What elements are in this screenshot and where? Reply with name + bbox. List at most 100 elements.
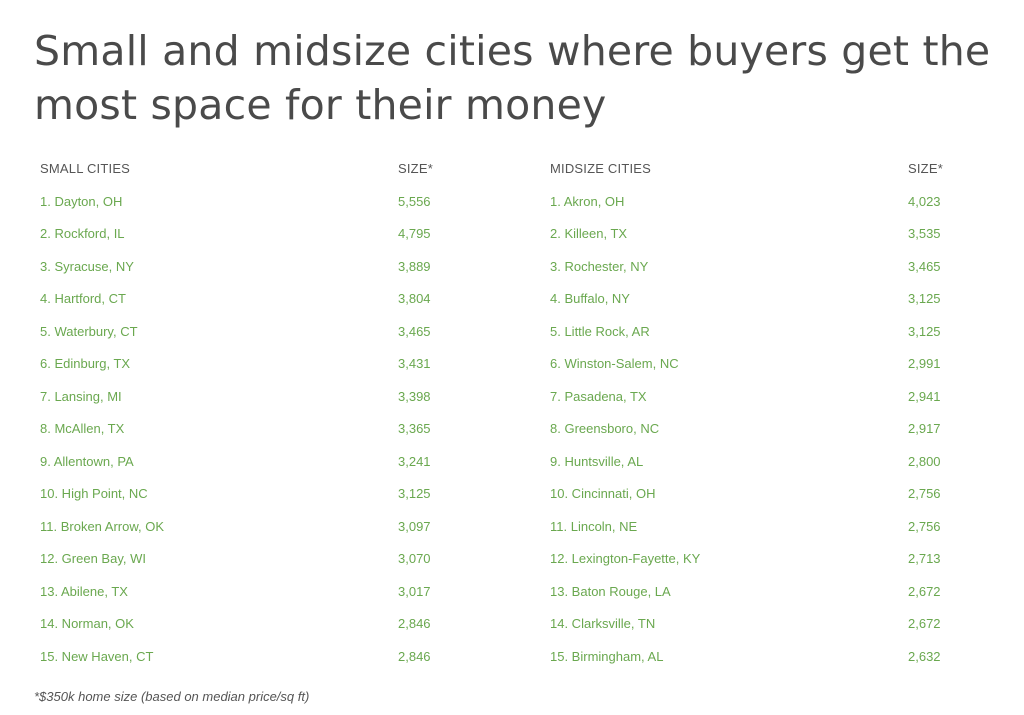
- table-row: 3. Rochester, NY 3,465: [550, 251, 950, 284]
- home-size-value: 2,756: [908, 518, 941, 534]
- home-size-value: 3,535: [908, 226, 941, 241]
- page-title: Small and midsize cities where buyers ge…: [34, 27, 991, 129]
- city-name: 4. Hartford, CT: [40, 291, 126, 306]
- city-name: 2. Rockford, IL: [40, 226, 125, 241]
- home-size-value: 2,991: [908, 356, 941, 371]
- home-size-value: 3,431: [398, 356, 431, 371]
- city-name: 15. Birmingham, AL: [550, 648, 664, 664]
- home-size-value: 2,672: [908, 616, 941, 631]
- city-name: 7. Pasadena, TX: [550, 388, 647, 404]
- home-size-value: 3,125: [398, 486, 431, 501]
- table-row: 6. Edinburg, TX 3,431: [40, 348, 440, 381]
- table-row: 15. Birmingham, AL 2,632: [550, 641, 950, 674]
- table-row: 7. Lansing, MI 3,398: [40, 381, 440, 414]
- city-name: 3. Rochester, NY: [550, 258, 649, 274]
- city-name: 5. Waterbury, CT: [40, 323, 138, 339]
- table-row: 14. Norman, OK 2,846: [40, 608, 440, 641]
- home-size-value: 3,365: [398, 421, 431, 436]
- city-name: 13. Baton Rouge, LA: [550, 583, 671, 599]
- home-size-value: 2,632: [908, 648, 941, 664]
- table-row: 14. Clarksville, TN 2,672: [550, 608, 950, 641]
- table-row: 5. Little Rock, AR 3,125: [550, 316, 950, 349]
- table-row: 4. Hartford, CT 3,804: [40, 283, 440, 316]
- city-name: 6. Winston-Salem, NC: [550, 356, 679, 371]
- table-row: 9. Huntsville, AL 2,800: [550, 446, 950, 479]
- table-row: 10. High Point, NC 3,125: [40, 478, 440, 511]
- city-name: 8. McAllen, TX: [40, 421, 125, 436]
- city-name: 11. Lincoln, NE: [550, 518, 638, 534]
- city-name: 9. Allentown, PA: [40, 453, 134, 469]
- home-size-value: 2,941: [908, 388, 941, 404]
- table-row: 2. Killeen, TX 3,535: [550, 218, 950, 251]
- city-name: 3. Syracuse, NY: [40, 258, 134, 274]
- city-name: 5. Little Rock, AR: [550, 323, 650, 339]
- home-size-value: 4,023: [908, 193, 941, 209]
- home-size-value: 2,846: [398, 616, 431, 631]
- home-size-value: 3,465: [908, 258, 941, 274]
- city-name: 13. Abilene, TX: [40, 583, 128, 599]
- city-name: 9. Huntsville, AL: [550, 453, 644, 469]
- home-size-value: 2,756: [908, 486, 941, 501]
- table-row: 1. Akron, OH 4,023: [550, 186, 950, 219]
- table-header: MIDSIZE CITIES SIZE*: [550, 153, 950, 186]
- city-name: 7. Lansing, MI: [40, 388, 122, 404]
- home-size-value: 3,889: [398, 258, 431, 274]
- table-row: 12. Green Bay, WI 3,070: [40, 543, 440, 576]
- city-name: 11. Broken Arrow, OK: [40, 518, 165, 534]
- home-size-value: 3,070: [398, 551, 431, 566]
- table-row: 13. Abilene, TX 3,017: [40, 576, 440, 609]
- home-size-value: 4,795: [398, 226, 431, 241]
- table-header: SMALL CITIES SIZE*: [40, 153, 440, 186]
- home-size-value: 3,097: [398, 518, 431, 534]
- home-size-value: 3,017: [398, 583, 431, 599]
- home-size-value: 3,125: [908, 291, 941, 306]
- column-header-size: SIZE*: [398, 161, 433, 176]
- home-size-value: 5,556: [398, 193, 431, 209]
- table-row: 6. Winston-Salem, NC 2,991: [550, 348, 950, 381]
- table-row: 3. Syracuse, NY 3,889: [40, 251, 440, 284]
- table-row: 8. McAllen, TX 3,365: [40, 413, 440, 446]
- home-size-value: 3,125: [908, 323, 941, 339]
- midsize-cities-table: MIDSIZE CITIES SIZE* 1. Akron, OH 4,023 2.…: [550, 153, 950, 673]
- city-name: 10. High Point, NC: [40, 486, 148, 501]
- table-row: 12. Lexington-Fayette, KY 2,713: [550, 543, 950, 576]
- table-row: 13. Baton Rouge, LA 2,672: [550, 576, 950, 609]
- city-name: 12. Lexington-Fayette, KY: [550, 551, 701, 566]
- home-size-value: 2,800: [908, 453, 941, 469]
- table-row: 11. Lincoln, NE 2,756: [550, 511, 950, 544]
- column-header-city: MIDSIZE CITIES: [550, 161, 652, 176]
- table-row: 7. Pasadena, TX 2,941: [550, 381, 950, 414]
- table-row: 11. Broken Arrow, OK 3,097: [40, 511, 440, 544]
- table-row: 10. Cincinnati, OH 2,756: [550, 478, 950, 511]
- table-row: 2. Rockford, IL 4,795: [40, 218, 440, 251]
- table-row: 5. Waterbury, CT 3,465: [40, 316, 440, 349]
- footnote: *$350k home size (based on median price/…: [34, 689, 310, 704]
- city-name: 15. New Haven, CT: [40, 648, 154, 664]
- home-size-value: 3,804: [398, 291, 431, 306]
- home-size-value: 2,846: [398, 648, 431, 664]
- city-name: 4. Buffalo, NY: [550, 291, 630, 306]
- table-row: 4. Buffalo, NY 3,125: [550, 283, 950, 316]
- home-size-value: 3,465: [398, 323, 431, 339]
- city-name: 2. Killeen, TX: [550, 226, 628, 241]
- home-size-value: 2,713: [908, 551, 941, 566]
- city-name: 8. Greensboro, NC: [550, 421, 660, 436]
- city-name: 6. Edinburg, TX: [40, 356, 131, 371]
- home-size-value: 2,917: [908, 421, 941, 436]
- home-size-value: 3,398: [398, 388, 431, 404]
- column-header-size: SIZE*: [908, 161, 943, 176]
- city-name: 14. Clarksville, TN: [550, 616, 656, 631]
- table-row: 8. Greensboro, NC 2,917: [550, 413, 950, 446]
- city-name: 1. Akron, OH: [550, 193, 625, 209]
- home-size-value: 2,672: [908, 583, 941, 599]
- small-cities-table: SMALL CITIES SIZE* 1. Dayton, OH 5,556 2. …: [40, 153, 440, 673]
- city-name: 14. Norman, OK: [40, 616, 134, 631]
- table-row: 1. Dayton, OH 5,556: [40, 186, 440, 219]
- table-row: 9. Allentown, PA 3,241: [40, 446, 440, 479]
- city-name: 12. Green Bay, WI: [40, 551, 146, 566]
- column-header-city: SMALL CITIES: [40, 161, 131, 176]
- table-row: 15. New Haven, CT 2,846: [40, 641, 440, 674]
- home-size-value: 3,241: [398, 453, 431, 469]
- city-name: 1. Dayton, OH: [40, 193, 123, 209]
- table-body: 1. Akron, OH 4,023 2. Killeen, TX 3,535 3. R…: [550, 186, 950, 674]
